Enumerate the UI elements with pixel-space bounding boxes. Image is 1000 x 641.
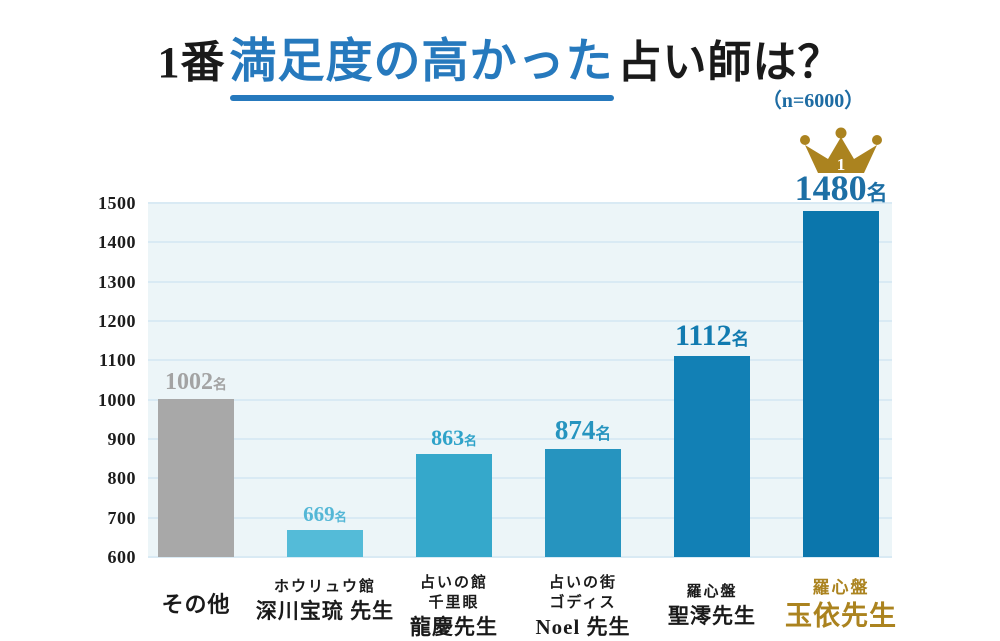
bar-value-label-3: 863名 <box>344 427 564 449</box>
bar-value-label-4: 874名 <box>473 417 693 444</box>
gridline-1300 <box>148 280 892 283</box>
y-tick-label-800: 800 <box>107 468 136 489</box>
gridline-800 <box>148 477 892 480</box>
x-category-line: ゴディス <box>549 594 617 611</box>
gridline-1100 <box>148 359 892 362</box>
bar-5 <box>674 356 750 557</box>
bar-4 <box>545 449 621 557</box>
bar-value-label-2: 669名 <box>215 504 435 525</box>
gridline-700 <box>148 516 892 519</box>
y-tick-label-700: 700 <box>107 507 136 528</box>
bar-value-unit: 名 <box>334 510 347 524</box>
bar-2 <box>287 530 363 557</box>
crown-rank-1-icon: 1 <box>800 127 882 174</box>
bar-value-unit: 名 <box>213 378 227 393</box>
gridline-600 <box>148 556 892 558</box>
gridline-1500 <box>148 202 892 204</box>
bar-value-label-5: 1112名 <box>602 321 822 351</box>
x-category-line: 聖澪先生 <box>668 603 756 628</box>
bar-1 <box>158 399 234 557</box>
sample-size-note: （n=6000） <box>761 90 865 112</box>
gridline-1200 <box>148 320 892 322</box>
x-category-line: 玉依先生 <box>785 601 897 632</box>
x-category-line: Noel 先生 <box>535 614 631 639</box>
bar-3 <box>416 454 492 557</box>
x-category-label-2: ホウリュウ館深川宝琉 先生 <box>210 578 440 626</box>
bar-value-unit: 名 <box>595 426 612 443</box>
x-category-line: ホウリュウ館 <box>273 579 376 595</box>
y-tick-label-1300: 1300 <box>98 271 136 292</box>
x-category-line: 羅心盤 <box>812 578 870 597</box>
title-suffix: 占い師は？ <box>617 38 843 87</box>
x-category-line: 占いの街 <box>548 575 617 591</box>
x-category-line: 深川宝琉 先生 <box>255 598 395 623</box>
crown-rank-number: 1 <box>837 155 846 174</box>
x-category-label-4: 占いの街ゴディス Noel 先生 <box>468 574 698 641</box>
x-category-label-5: 羅心盤 聖澪先生 <box>597 583 827 631</box>
bar-value-label-1: 1002名 <box>86 370 306 394</box>
y-tick-label-1100: 1100 <box>98 350 136 371</box>
bar-value-unit: 名 <box>464 434 477 448</box>
page-title: 1番満足度の高かった占い師は？ <box>0 22 1000 103</box>
title-prefix: 1番 <box>157 38 226 87</box>
y-tick-label-1000: 1000 <box>98 389 136 410</box>
y-tick-label-900: 900 <box>107 429 136 449</box>
bar-value-number: 1480 <box>794 168 867 208</box>
bar-6 <box>803 211 879 557</box>
x-category-line: その他 <box>161 592 231 617</box>
y-tick-label-600: 600 <box>107 547 136 567</box>
bar-value-label-6: 1480名 <box>731 170 951 206</box>
y-axis: 600 700 800 900 1000 1100 1200 1300 1400 1500 <box>0 0 140 640</box>
bar-value-number: 874 <box>554 415 596 445</box>
x-category-line: 羅心盤 <box>686 584 738 600</box>
x-category-line: 占いの館 <box>419 575 488 591</box>
bar-value-number: 1002 <box>165 369 214 395</box>
x-category-label-1: その他 <box>81 590 311 619</box>
bar-value-unit: 名 <box>866 181 888 205</box>
x-category-line: 龍慶先生 <box>410 614 498 639</box>
y-tick-label-1200: 1200 <box>98 311 136 331</box>
y-tick-label-1500: 1500 <box>98 193 136 213</box>
bar-value-number: 669 <box>303 502 335 526</box>
y-tick-label-1400: 1400 <box>98 232 136 253</box>
bar-value-unit: 名 <box>731 329 750 349</box>
gridline-1400 <box>148 241 892 244</box>
title-highlight-underlined: 満足度の高かった <box>226 22 618 103</box>
bar-value-number: 1112 <box>674 319 732 352</box>
gridline-1000 <box>148 398 892 401</box>
x-category-label-6: 羅心盤 玉依先生 <box>726 577 956 635</box>
gridline-900 <box>148 438 892 440</box>
plot-area <box>148 202 892 558</box>
x-category-line: 千里眼 <box>428 594 480 611</box>
bar-value-number: 863 <box>431 425 465 450</box>
x-category-label-3: 占いの館千里眼龍慶先生 <box>339 574 569 641</box>
